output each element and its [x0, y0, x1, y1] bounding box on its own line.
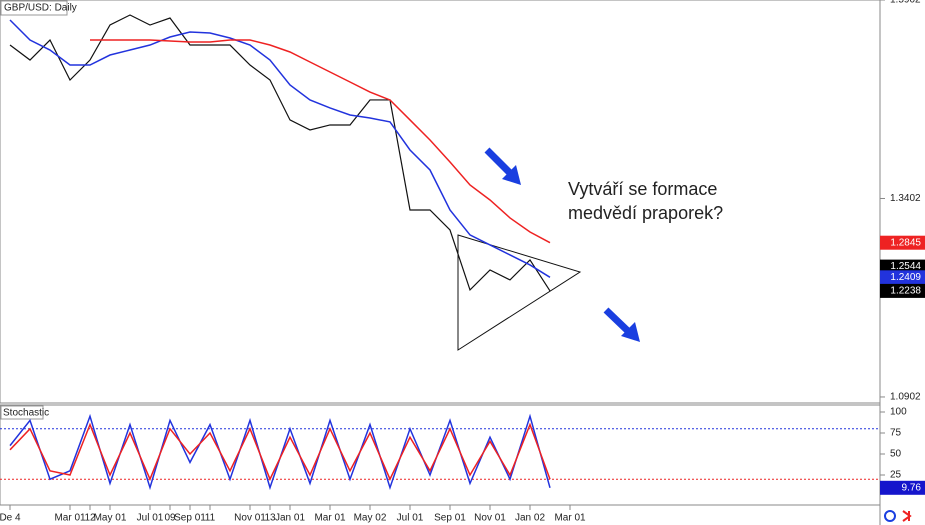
price-label: 1.2409	[890, 272, 921, 283]
price-label-box	[880, 283, 925, 298]
y-tick-label: 1.3402	[890, 193, 921, 204]
price-label-box	[880, 480, 925, 495]
panel-title: Stochastic	[3, 408, 49, 419]
title-box	[0, 405, 44, 420]
price-label-box	[880, 235, 925, 250]
x-tick-label: 09	[164, 513, 176, 524]
annotation: medvědí praporek?	[568, 203, 723, 223]
chart-title: GBP/USD: Daily	[4, 3, 77, 14]
series-line	[9, 19, 551, 278]
y-tick-label: 1.0902	[890, 392, 921, 403]
price-label: 1.2845	[890, 237, 921, 248]
x-tick-label: Jul 01	[137, 513, 164, 524]
y-tick-label: 75	[890, 428, 902, 439]
x-tick-label: Nov 01	[234, 513, 266, 524]
price-label-box	[880, 270, 925, 285]
annotation: Vytváří se formace	[568, 179, 717, 199]
x-tick-label: Sep 01	[174, 513, 206, 524]
price-label: 1.2238	[890, 286, 921, 297]
pennant-triangle	[457, 234, 582, 351]
toolbar-icons[interactable]	[884, 510, 912, 522]
x-tick-label: May 02	[354, 513, 387, 524]
arrow	[484, 147, 521, 185]
y-tick-label: 1.5902	[890, 0, 921, 6]
y-tick-label: 50	[890, 449, 902, 460]
series-line	[90, 39, 551, 244]
x-tick-label: Mar 01	[554, 513, 586, 524]
x-tick-label: Jan 01	[275, 513, 305, 524]
stochastic-panel	[0, 404, 881, 506]
x-tick-label: May 01	[94, 513, 127, 524]
x-tick-label: Mar 01	[54, 513, 86, 524]
series-line	[9, 14, 551, 292]
x-tick-label: 11	[205, 513, 216, 524]
x-tick-label: De 4	[0, 513, 21, 524]
arrow	[603, 307, 640, 342]
title-box	[0, 0, 68, 16]
x-tick-label: Jul 01	[397, 513, 424, 524]
x-tick-label: 12	[84, 513, 96, 524]
x-tick-label: Mar 01	[314, 513, 346, 524]
price-label-box	[880, 259, 925, 274]
x-tick-label: Jan 02	[515, 513, 545, 524]
price-label: 9.76	[902, 482, 922, 493]
series-line	[9, 422, 551, 482]
y-tick-label: 100	[890, 407, 907, 418]
price-label: 1.2544	[890, 261, 921, 272]
price-panel	[0, 0, 881, 404]
x-tick-label: Nov 01	[474, 513, 506, 524]
x-tick-label: Sep 01	[434, 513, 466, 524]
y-tick-label: 25	[890, 470, 902, 481]
x-tick-label: 13	[264, 513, 276, 524]
